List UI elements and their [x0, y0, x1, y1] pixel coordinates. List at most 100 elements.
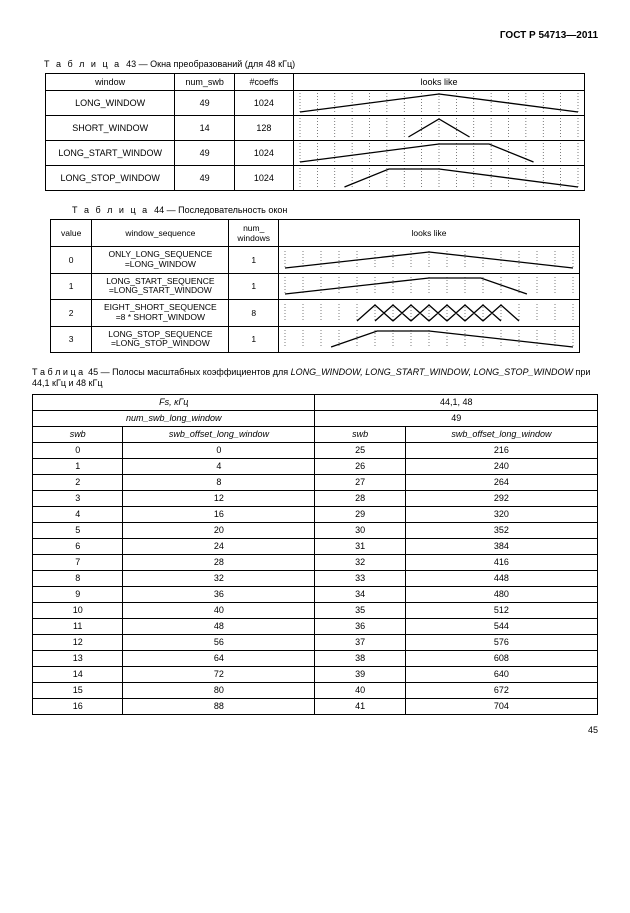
t45-h-fs: Fs, кГц — [33, 394, 315, 410]
table-row: 114836544 — [33, 618, 598, 634]
t44-value: 0 — [51, 247, 92, 274]
t45-h-fs-val: 44,1, 48 — [315, 394, 598, 410]
table45-caption-prefix: Т а б л и ц а — [32, 367, 83, 377]
table-row: LONG_START_WINDOW491024 — [46, 141, 585, 166]
table-row: LONG_STOP_WINDOW491024 — [46, 166, 585, 191]
t45-swb-l: 13 — [33, 650, 123, 666]
t43-numswb: 14 — [175, 116, 235, 141]
t45-swb-l: 0 — [33, 442, 123, 458]
t45-swb-r: 37 — [315, 634, 405, 650]
table-row: 1426240 — [33, 458, 598, 474]
t44-h-looks: looks like — [278, 220, 579, 247]
t45-off-r: 320 — [405, 506, 597, 522]
table-row: 72832416 — [33, 554, 598, 570]
t44-numw: 1 — [229, 273, 279, 300]
t45-off-r: 416 — [405, 554, 597, 570]
doc-header: ГОСТ Р 54713—2011 — [32, 30, 598, 41]
t45-h-swb-r: swb — [315, 426, 405, 442]
t45-swb-r: 32 — [315, 554, 405, 570]
t45-swb-r: 39 — [315, 666, 405, 682]
t45-swb-r: 34 — [315, 586, 405, 602]
t45-swb-r: 38 — [315, 650, 405, 666]
t44-seq: EIGHT_SHORT_SEQUENCE =8 * SHORT_WINDOW — [92, 300, 229, 327]
t45-off-r: 608 — [405, 650, 597, 666]
t45-off-r: 216 — [405, 442, 597, 458]
t45-swb-l: 8 — [33, 570, 123, 586]
t45-swb-l: 5 — [33, 522, 123, 538]
table-row: 93634480 — [33, 586, 598, 602]
t44-value: 2 — [51, 300, 92, 327]
table-row: 83233448 — [33, 570, 598, 586]
t45-swb-l: 4 — [33, 506, 123, 522]
table-row: SHORT_WINDOW14128 — [46, 116, 585, 141]
t45-off-r: 448 — [405, 570, 597, 586]
t45-off-l: 80 — [123, 682, 315, 698]
page-number: 45 — [32, 725, 598, 735]
t43-coeffs: 1024 — [234, 166, 293, 191]
t44-value: 3 — [51, 326, 92, 353]
t45-off-r: 576 — [405, 634, 597, 650]
table-row: 31228292 — [33, 490, 598, 506]
t44-seq: ONLY_LONG_SEQUENCE =LONG_WINDOW — [92, 247, 229, 274]
t43-window: LONG_START_WINDOW — [46, 141, 175, 166]
t44-looks — [278, 326, 579, 353]
t44-looks — [278, 247, 579, 274]
t45-off-l: 88 — [123, 698, 315, 714]
table44-caption-rest: — Последовательность окон — [164, 205, 287, 215]
t44-h-seq: window_sequence — [92, 220, 229, 247]
t43-numswb: 49 — [175, 91, 235, 116]
t45-off-l: 12 — [123, 490, 315, 506]
t45-swb-r: 33 — [315, 570, 405, 586]
t45-off-r: 672 — [405, 682, 597, 698]
t43-numswb: 49 — [175, 166, 235, 191]
table-row: 62431384 — [33, 538, 598, 554]
t43-h-numswb: num_swb — [175, 74, 235, 91]
t45-off-r: 544 — [405, 618, 597, 634]
t43-looks — [293, 141, 584, 166]
t45-off-r: 352 — [405, 522, 597, 538]
t45-off-r: 292 — [405, 490, 597, 506]
t45-off-r: 512 — [405, 602, 597, 618]
t45-swb-l: 7 — [33, 554, 123, 570]
t45-swb-l: 6 — [33, 538, 123, 554]
t45-swb-l: 14 — [33, 666, 123, 682]
table-row: 168841704 — [33, 698, 598, 714]
t45-swb-l: 11 — [33, 618, 123, 634]
t45-swb-l: 1 — [33, 458, 123, 474]
table44-caption-prefix: Т а б л и ц а — [72, 205, 149, 215]
table-row: 158040672 — [33, 682, 598, 698]
t45-off-l: 56 — [123, 634, 315, 650]
t45-h-numswb-val: 49 — [315, 410, 598, 426]
t45-h-numswb: num_swb_long_window — [33, 410, 315, 426]
t45-swb-r: 36 — [315, 618, 405, 634]
t43-window: LONG_WINDOW — [46, 91, 175, 116]
t45-swb-l: 9 — [33, 586, 123, 602]
table45-caption-rest1: — Полосы масштабных коэффициентов для — [98, 367, 290, 377]
t44-seq: LONG_START_SEQUENCE =LONG_START_WINDOW — [92, 273, 229, 300]
t45-swb-r: 26 — [315, 458, 405, 474]
t45-off-l: 4 — [123, 458, 315, 474]
t45-off-l: 48 — [123, 618, 315, 634]
table-row: 125637576 — [33, 634, 598, 650]
table45-caption-ital: LONG_WINDOW, LONG_START_WINDOW, LONG_STO… — [291, 367, 573, 377]
table-row: 52030352 — [33, 522, 598, 538]
t45-swb-r: 40 — [315, 682, 405, 698]
t45-swb-r: 35 — [315, 602, 405, 618]
table44-caption: Т а б л и ц а 44 — Последовательность ок… — [72, 205, 598, 215]
t45-off-r: 384 — [405, 538, 597, 554]
table-row: 2EIGHT_SHORT_SEQUENCE =8 * SHORT_WINDOW8 — [51, 300, 580, 327]
table45-caption: Т а б л и ц а 45 — Полосы масштабных коэ… — [32, 367, 598, 390]
t45-off-l: 32 — [123, 570, 315, 586]
t45-swb-r: 28 — [315, 490, 405, 506]
t45-swb-l: 15 — [33, 682, 123, 698]
t43-looks — [293, 116, 584, 141]
t45-off-r: 264 — [405, 474, 597, 490]
t44-numw: 8 — [229, 300, 279, 327]
t43-window: SHORT_WINDOW — [46, 116, 175, 141]
t43-coeffs: 1024 — [234, 141, 293, 166]
t45-swb-l: 16 — [33, 698, 123, 714]
t45-swb-r: 41 — [315, 698, 405, 714]
table-row: 104035512 — [33, 602, 598, 618]
t44-numw: 1 — [229, 247, 279, 274]
t45-off-l: 24 — [123, 538, 315, 554]
